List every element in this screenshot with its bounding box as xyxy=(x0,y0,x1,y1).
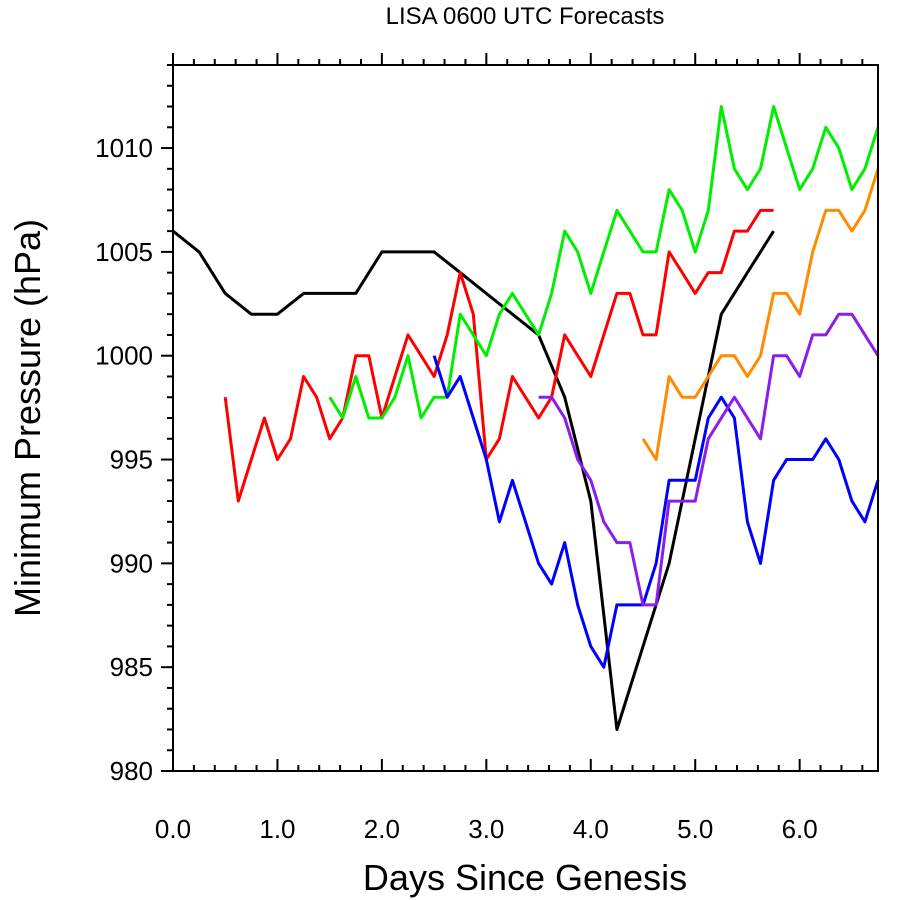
y-tick-label: 980 xyxy=(110,756,153,786)
x-tick-label: 2.0 xyxy=(364,814,400,844)
series-line-6 xyxy=(641,168,880,461)
y-tick-label: 995 xyxy=(110,445,153,475)
y-axis-label: Minimum Pressure (hPa) xyxy=(7,219,48,617)
series-line-4 xyxy=(432,355,880,669)
y-tick-label: 1005 xyxy=(95,237,153,267)
x-tick-label: 4.0 xyxy=(573,814,609,844)
y-tick-label: 1000 xyxy=(95,341,153,371)
series-line-3 xyxy=(328,105,880,420)
y-tick-label: 1010 xyxy=(95,133,153,163)
y-tick-label: 985 xyxy=(110,652,153,682)
x-tick-label: 0.0 xyxy=(155,814,191,844)
series-line-2 xyxy=(223,208,774,503)
x-tick-label: 5.0 xyxy=(677,814,713,844)
x-axis-label: Days Since Genesis xyxy=(363,857,687,898)
x-tick-label: 6.0 xyxy=(782,814,818,844)
y-tick-label: 990 xyxy=(110,548,153,578)
chart-title: LISA 0600 UTC Forecasts xyxy=(386,3,665,30)
plot-frame xyxy=(172,64,879,772)
tick-layer: 0.0 1.0 2.0 3.0 4.0 5.0 6.0 980 985 990 995 1000 100… xyxy=(95,53,864,844)
x-tick-label: 3.0 xyxy=(468,814,504,844)
series-line-5 xyxy=(538,312,880,607)
series-line-1 xyxy=(172,229,775,731)
series-layer xyxy=(172,105,880,731)
x-tick-label: 1.0 xyxy=(259,814,295,844)
